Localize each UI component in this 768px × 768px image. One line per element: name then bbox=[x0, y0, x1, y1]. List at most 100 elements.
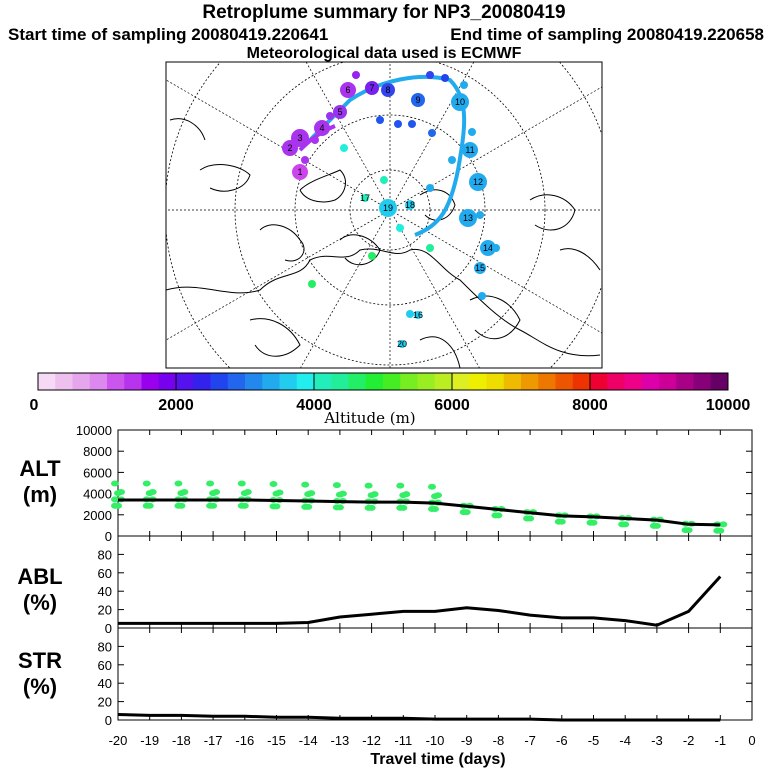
alt-plume-dot bbox=[148, 489, 157, 496]
alt-plume-dot bbox=[684, 527, 693, 534]
x-tick-label: -1 bbox=[715, 733, 727, 748]
alt-plume-dot bbox=[212, 489, 221, 496]
colorbar: 0 2000 4000 6000 8000 10000 Altitude (m) bbox=[30, 372, 750, 427]
plume-point bbox=[291, 129, 309, 147]
colorbar-swatch bbox=[469, 373, 487, 390]
plume-dot bbox=[426, 71, 434, 79]
colorbar-swatch bbox=[590, 373, 608, 390]
plume-point-label: 5 bbox=[337, 107, 342, 117]
colorbar-swatch bbox=[365, 373, 384, 390]
plume-dot bbox=[478, 292, 486, 300]
colorbar-swatch bbox=[503, 373, 522, 390]
alt-plume-dot bbox=[117, 489, 125, 496]
colorbar-swatch bbox=[383, 373, 401, 390]
x-tick-label: -12 bbox=[362, 733, 381, 748]
plume-dot bbox=[326, 112, 334, 120]
str-title-line1: STR bbox=[18, 648, 62, 673]
colorbar-swatch bbox=[262, 373, 280, 390]
plume-point bbox=[292, 164, 308, 180]
colorbar-swatch bbox=[227, 373, 246, 390]
plume-point bbox=[398, 340, 406, 348]
colorbar-swatch bbox=[538, 373, 556, 390]
alt-plume-dot bbox=[462, 509, 471, 516]
colorbar-swatch bbox=[624, 373, 643, 390]
abl-panel-title: ABL (%) bbox=[0, 564, 80, 616]
colorbar-swatch bbox=[296, 373, 315, 390]
colorbar-swatch bbox=[659, 373, 677, 390]
plume-dot bbox=[311, 136, 319, 144]
plume-dot bbox=[492, 244, 500, 252]
colorbar-swatch bbox=[693, 373, 712, 390]
alt-plume-dot bbox=[307, 490, 316, 497]
x-axis-label: Travel time (days) bbox=[370, 751, 505, 768]
alt-plume-dot bbox=[719, 521, 728, 528]
alt-panel-title: ALT (m) bbox=[0, 456, 80, 508]
longitude-lines bbox=[166, 62, 602, 368]
str-panel-title: STR (%) bbox=[0, 648, 80, 700]
alt-plume-dot bbox=[557, 518, 566, 525]
x-tick-label: -19 bbox=[140, 733, 159, 748]
alt-plume-dot bbox=[364, 482, 373, 489]
y-tick-label: 0 bbox=[105, 529, 112, 544]
y-tick-label: 0 bbox=[105, 713, 112, 728]
panel-abl: 0 20 40 60 80 bbox=[98, 535, 753, 636]
plume-point bbox=[459, 209, 477, 227]
x-tick-label: -6 bbox=[556, 733, 568, 748]
y-tick-label: 2000 bbox=[83, 508, 112, 523]
colorbar-swatch bbox=[38, 373, 56, 390]
x-tick-label: -16 bbox=[235, 733, 254, 748]
alt-plume-dot bbox=[399, 504, 408, 511]
x-tick-label: -20 bbox=[109, 733, 128, 748]
y-tick-label: 0 bbox=[105, 621, 112, 636]
plume-dot bbox=[380, 176, 388, 184]
colorbar-swatch bbox=[417, 373, 436, 390]
alt-plume-dot bbox=[338, 490, 347, 497]
x-tick-label: -3 bbox=[651, 733, 663, 748]
colorbar-swatch bbox=[486, 373, 505, 390]
plume-point-label: 3 bbox=[297, 133, 302, 143]
plume-dot bbox=[441, 74, 449, 82]
panel-frame bbox=[117, 627, 753, 721]
plume-point-label: 9 bbox=[415, 95, 420, 105]
plume-dot bbox=[352, 71, 360, 79]
y-tick-label: 6000 bbox=[83, 465, 112, 480]
plume-dot bbox=[376, 116, 384, 124]
colorbar-swatch bbox=[124, 373, 142, 390]
colorbar-swatch bbox=[245, 373, 263, 390]
colorbar-swatch bbox=[555, 373, 574, 390]
alt-plume-dot bbox=[206, 480, 215, 487]
plume-point-label: 17 bbox=[360, 193, 370, 203]
met-data-label: Meteorological data used is ECMWF bbox=[246, 45, 522, 62]
plume-dot bbox=[460, 81, 468, 89]
time-series-panels: 0 2000 4000 6000 8000 10000 0 20 40 60 80 0 20 40 60 80… bbox=[76, 423, 756, 768]
alt-plume-dot bbox=[243, 489, 252, 496]
plume-point-label: 13 bbox=[463, 213, 473, 223]
plume-point-label: 8 bbox=[385, 85, 390, 95]
alt-plume-dot bbox=[111, 480, 119, 487]
colorbar-tick-label: 2000 bbox=[158, 397, 194, 414]
x-tick-label: 0 bbox=[748, 733, 755, 748]
abl-title-line2: (%) bbox=[22, 590, 58, 615]
series-line-str bbox=[117, 713, 721, 722]
plume-point bbox=[474, 262, 486, 274]
alt-plume-dot bbox=[526, 515, 535, 522]
alt-plume-dot bbox=[114, 502, 122, 509]
colorbar-swatch bbox=[572, 373, 591, 390]
x-tick-label: -14 bbox=[299, 733, 318, 748]
plume-point bbox=[333, 105, 347, 119]
plume-point bbox=[381, 83, 395, 97]
colorbar-swatch bbox=[141, 373, 160, 390]
plume-dot bbox=[426, 244, 434, 252]
plume-point-label: 15 bbox=[475, 263, 485, 273]
colorbar-tick-label: 4000 bbox=[296, 397, 332, 414]
series-line-abl bbox=[118, 575, 722, 627]
plume-point-label: 16 bbox=[413, 310, 423, 320]
plume-point-label: 20 bbox=[397, 339, 407, 349]
alt-plume-dot bbox=[396, 482, 405, 489]
y-tick-label: 60 bbox=[98, 658, 112, 673]
y-tick-label: 40 bbox=[98, 676, 112, 691]
colorbar-swatch bbox=[710, 373, 729, 390]
plume-dot bbox=[396, 224, 404, 232]
